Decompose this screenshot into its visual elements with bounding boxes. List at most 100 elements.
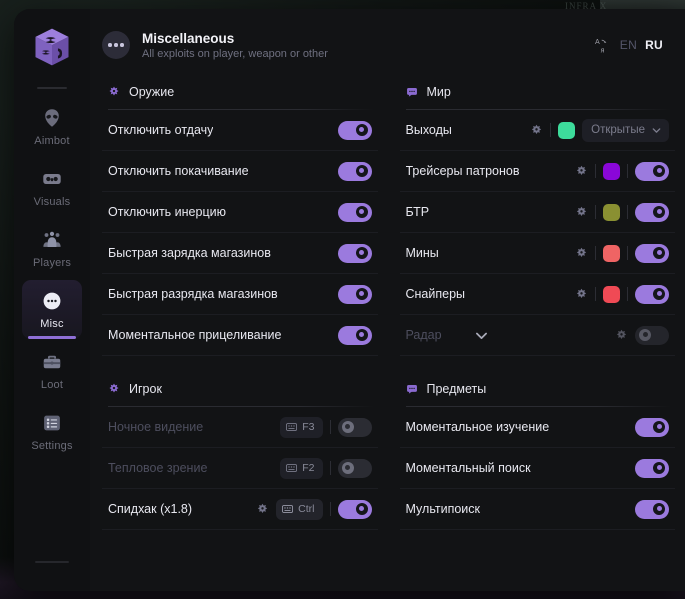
control-separator — [627, 287, 628, 301]
color-swatch-mines[interactable] — [603, 244, 620, 262]
row-snipers[interactable]: Снайперы — [399, 274, 675, 315]
sidebar-divider — [37, 87, 67, 89]
list-icon — [44, 415, 60, 431]
control-separator — [329, 420, 331, 434]
row-label: Отключить покачивание — [108, 164, 249, 178]
select-exits[interactable]: Открытые — [582, 118, 669, 142]
panel-items-header: Предметы — [400, 382, 676, 406]
row-disable-sway[interactable]: Отключить покачивание — [102, 151, 378, 192]
language-option-ru[interactable]: RU — [645, 38, 663, 52]
toggle-disable-recoil[interactable] — [337, 120, 372, 140]
panel-title: Игрок — [129, 382, 162, 396]
row-label: Мины — [405, 246, 439, 260]
row-disable-inertia[interactable]: Отключить инерцию — [102, 192, 378, 233]
toggle-knob — [341, 420, 354, 433]
row-controls — [575, 284, 669, 304]
chevron-down-icon — [652, 127, 661, 133]
gear-icon[interactable] — [615, 329, 628, 342]
row-thermal-vision[interactable]: Тепловое зрение F2 — [102, 448, 378, 489]
keyboard-icon — [286, 423, 298, 431]
control-separator — [627, 246, 628, 260]
toggle-knob — [653, 461, 665, 474]
row-label: Моментальное изучение — [405, 420, 550, 434]
toggle-knob — [355, 164, 368, 177]
toggle-multi-search[interactable] — [635, 499, 669, 519]
chevron-down-icon[interactable] — [474, 328, 489, 343]
row-fast-unload[interactable]: Быстрая разрядка магазинов — [102, 274, 378, 315]
toggle-night-vision[interactable] — [337, 417, 372, 437]
app-window: Aimbot Visuals Players — [14, 9, 685, 591]
toggle-fast-unload[interactable] — [337, 284, 372, 304]
panel-divider — [405, 406, 671, 407]
toggle-knob — [355, 328, 368, 341]
row-controls — [337, 243, 372, 263]
row-controls — [337, 325, 372, 345]
color-swatch-btr[interactable] — [603, 203, 620, 221]
row-radar[interactable]: Радар — [399, 315, 675, 356]
row-mines[interactable]: Мины — [399, 233, 675, 274]
toggle-bullet-tracers[interactable] — [635, 161, 669, 181]
sidebar-item-players[interactable]: Players — [22, 219, 82, 278]
row-controls — [337, 161, 372, 181]
row-instant-examine[interactable]: Моментальное изучение — [399, 407, 675, 448]
row-btr[interactable]: БТР — [399, 192, 675, 233]
keybind-speedhack[interactable]: Ctrl — [276, 498, 323, 520]
gear-icon[interactable] — [575, 206, 588, 219]
toggle-speedhack[interactable] — [337, 499, 372, 519]
toggle-knob — [653, 502, 665, 515]
keybind-thermal-vision[interactable]: F2 — [280, 457, 323, 479]
row-multi-search[interactable]: Мультипоиск — [399, 489, 675, 530]
color-swatch-exits[interactable] — [558, 121, 576, 139]
row-exits[interactable]: Выходы Открытые — [399, 110, 675, 151]
main-area: Miscellaneous All exploits on player, we… — [90, 9, 685, 591]
gear-icon[interactable] — [575, 165, 588, 178]
row-label: Моментальное прицеливание — [108, 328, 282, 342]
control-separator — [595, 164, 596, 178]
panel-divider — [405, 109, 671, 110]
row-bullet-tracers[interactable]: Трейсеры патронов — [399, 151, 675, 192]
sidebar-item-label: Players — [32, 257, 72, 269]
translate-icon: A я — [595, 38, 607, 54]
row-speedhack[interactable]: Спидхак (x1.8) — [102, 489, 378, 530]
toggle-disable-sway[interactable] — [337, 161, 372, 181]
language-option-en[interactable]: EN — [619, 38, 638, 52]
sidebar-item-misc[interactable]: Misc — [22, 280, 82, 339]
row-instant-search[interactable]: Моментальный поиск — [399, 448, 675, 489]
toggle-fast-reload[interactable] — [337, 243, 372, 263]
sidebar-item-visuals[interactable]: Visuals — [22, 158, 82, 217]
toggle-btr[interactable] — [635, 202, 669, 222]
toggle-mines[interactable] — [635, 243, 669, 263]
toggle-thermal-vision[interactable] — [337, 458, 372, 478]
toggle-instant-aim[interactable] — [337, 325, 372, 345]
row-controls — [575, 243, 669, 263]
color-swatch-tracers[interactable] — [603, 162, 620, 180]
row-controls — [635, 499, 669, 519]
row-controls: F3 — [280, 416, 372, 438]
toggle-instant-examine[interactable] — [635, 417, 669, 437]
sidebar-item-settings[interactable]: Settings — [22, 402, 82, 461]
toggle-snipers[interactable] — [635, 284, 669, 304]
row-label: Трейсеры патронов — [405, 164, 520, 178]
gear-icon[interactable] — [530, 124, 543, 137]
gear-icon[interactable] — [256, 503, 269, 516]
toggle-knob — [355, 287, 368, 300]
gear-icon[interactable] — [575, 247, 588, 260]
gear-icon[interactable] — [575, 288, 588, 301]
row-disable-recoil[interactable]: Отключить отдачу — [102, 110, 378, 151]
sidebar-item-loot[interactable]: Loot — [22, 341, 82, 400]
row-controls: Открытые — [530, 118, 669, 142]
toggle-disable-inertia[interactable] — [337, 202, 372, 222]
toggle-instant-search[interactable] — [635, 458, 669, 478]
sidebar-item-aimbot[interactable]: Aimbot — [22, 97, 82, 156]
keybind-night-vision[interactable]: F3 — [280, 416, 323, 438]
dots-circle-icon — [102, 31, 130, 59]
panel-divider — [108, 109, 374, 110]
row-controls — [337, 284, 372, 304]
row-night-vision[interactable]: Ночное видение F3 — [102, 407, 378, 448]
color-swatch-snipers[interactable] — [603, 285, 620, 303]
language-switcher: A я EN RU — [595, 37, 663, 54]
row-instant-aim[interactable]: Моментальное прицеливание — [102, 315, 378, 356]
toggle-radar[interactable] — [635, 325, 669, 345]
row-fast-reload[interactable]: Быстрая зарядка магазинов — [102, 233, 378, 274]
keybind-label: F2 — [302, 462, 315, 474]
